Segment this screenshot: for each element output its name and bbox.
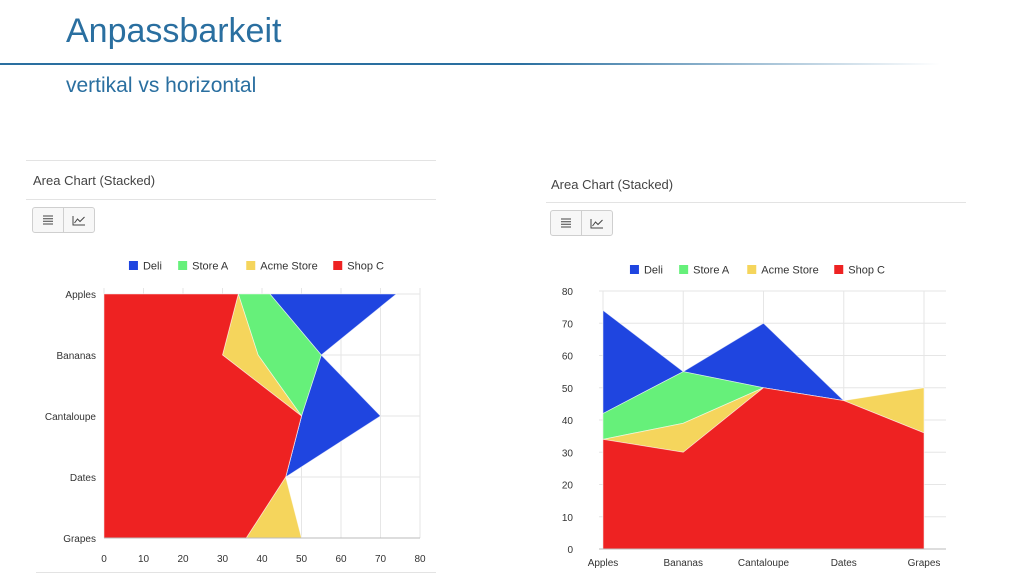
category-label-grapes: Grapes [908,558,941,569]
category-label-bananas: Bananas [57,351,96,362]
legend-label-deli: Deli [143,261,162,273]
chart-title-vertical: Area Chart (Stacked) [551,177,674,192]
chart-view-button-right[interactable] [581,211,612,235]
y-tick-label: 20 [562,481,574,492]
y-tick-label: 60 [562,352,574,363]
category-label-dates: Dates [831,558,857,569]
legend-label-acme-store: Acme Store [260,261,317,273]
line-chart-icon [72,215,85,225]
panel-top-line [26,160,436,161]
y-tick-label: 70 [562,319,574,330]
x-tick-label: 0 [101,554,107,565]
category-label-apples: Apples [588,558,619,569]
line-chart-icon [590,218,603,228]
x-tick-label: 70 [375,554,387,565]
legend-swatch-store-a [679,265,689,274]
chart-title-horizontal: Area Chart (Stacked) [33,173,156,188]
category-label-apples: Apples [65,290,96,301]
legend-label-store-a: Store A [192,261,229,273]
x-tick-label: 30 [217,554,229,565]
y-tick-label: 80 [562,287,574,298]
slide-title: Anpassbarkeit [66,12,282,50]
legend-swatch-shop-c [333,261,343,270]
y-tick-label: 10 [562,513,574,524]
category-label-cantaloupe: Cantaloupe [738,558,790,569]
chart-toolbar-horizontal [32,207,95,233]
legend-swatch-deli [128,261,138,270]
list-view-button-right[interactable] [551,211,581,235]
legend-label-store-a: Store A [693,265,730,277]
legend-label-acme-store: Acme Store [761,265,818,277]
panel-bottom-line [36,572,436,573]
y-tick-label: 0 [567,545,573,556]
x-tick-label: 20 [177,554,189,565]
chart-view-button[interactable] [63,208,94,232]
x-tick-label: 60 [335,554,347,565]
y-tick-label: 50 [562,384,574,395]
category-label-grapes: Grapes [63,534,96,545]
x-tick-label: 10 [138,554,150,565]
list-icon [561,218,571,228]
panel-header-line [26,199,436,200]
x-tick-label: 40 [256,554,268,565]
category-label-bananas: Bananas [664,558,703,569]
legend-swatch-acme-store [246,261,256,270]
chart-toolbar-vertical [550,210,613,236]
legend-label-deli: Deli [644,265,663,277]
x-tick-label: 50 [296,554,308,565]
panel-header-line-right [546,202,966,203]
category-label-dates: Dates [70,473,96,484]
title-divider [0,63,940,65]
legend-swatch-store-a [178,261,188,270]
x-tick-label: 80 [414,554,426,565]
y-tick-label: 40 [562,416,574,427]
legend-label-shop-c: Shop C [848,265,885,277]
list-icon [43,215,53,225]
list-view-button[interactable] [33,208,63,232]
slide-subtitle: vertikal vs horizontal [66,74,257,97]
legend-swatch-shop-c [834,265,844,274]
legend-label-shop-c: Shop C [347,261,384,273]
y-tick-label: 30 [562,448,574,459]
legend-swatch-deli [629,265,639,274]
category-label-cantaloupe: Cantaloupe [45,412,97,423]
legend-swatch-acme-store [747,265,757,274]
